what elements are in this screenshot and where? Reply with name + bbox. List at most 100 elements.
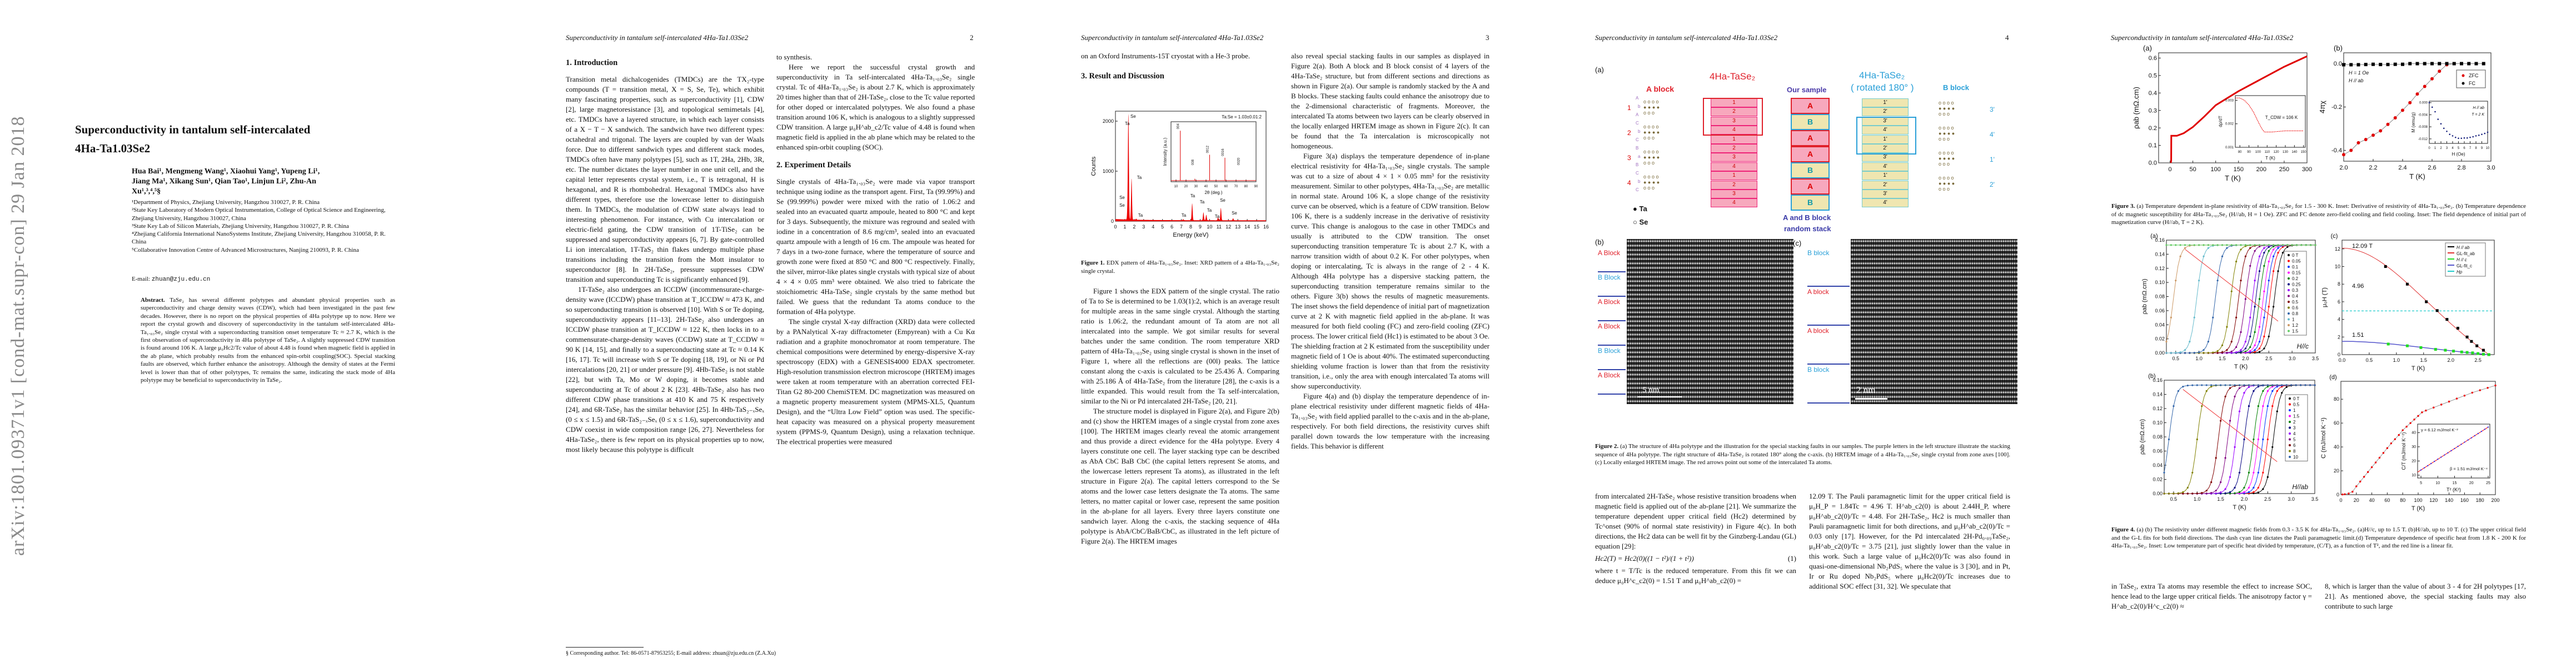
sample-block-A: A — [1791, 178, 1830, 195]
rho-point-1 — [2262, 438, 2264, 441]
rho-point-10 — [2304, 384, 2306, 386]
rho-point-3 — [2238, 471, 2241, 474]
heat-capacity-point — [2351, 490, 2354, 493]
peak-label: Ta — [1137, 175, 1142, 180]
rho-point-4 — [2224, 488, 2226, 490]
x-tick-label: 90 — [2247, 151, 2251, 154]
figure-3-caption: Figure 3. (a) Temperature dependent in-p… — [2111, 202, 2526, 227]
x-tick-label: 2.5 — [2264, 496, 2271, 502]
layer-cell-a: 3 — [1711, 190, 1757, 198]
field-direction-label: H//ab — [2292, 483, 2308, 491]
rho-point-1 — [2253, 486, 2255, 489]
rho-point-0.6 — [2203, 352, 2205, 354]
ct-point — [2450, 450, 2452, 452]
x-tick-label: 1.5 — [2217, 496, 2224, 502]
rho-point-1.5 — [2310, 244, 2312, 246]
rho-point-1.5 — [2170, 244, 2172, 246]
rho-point-10 — [2253, 384, 2255, 386]
stacking-letter: C — [1636, 121, 1639, 126]
email-link[interactable]: zhuan@zju.edu.cn — [151, 276, 211, 283]
y-tick-label: 0.001 — [2225, 146, 2234, 150]
y-tick-label: 0.5 — [2149, 73, 2157, 79]
heat-capacity-point — [2370, 466, 2373, 469]
rho-point-1 — [2179, 351, 2181, 354]
x-tick-label: 1.5 — [2219, 356, 2226, 361]
rho-point-10 — [2309, 384, 2311, 386]
data-point-FC — [2452, 62, 2456, 66]
rho-point-1.2 — [2165, 341, 2168, 343]
rho-point-0.25 — [2263, 252, 2265, 254]
rho-point-2 — [2229, 492, 2231, 495]
x-tick-label: 130 — [2283, 151, 2289, 154]
annotation: H // ab — [2473, 106, 2484, 110]
y-axis-label: M (emu/g) — [2411, 112, 2416, 132]
rho-point-1 — [2266, 405, 2269, 407]
peak-label: Ta — [1215, 214, 1220, 219]
data-point-FC — [2482, 62, 2485, 66]
page-number: 4 — [2005, 33, 2009, 42]
rho-point-1.5 — [2291, 244, 2293, 246]
hc2-ab-point — [2425, 300, 2428, 303]
x-tick-label: 40 — [1204, 185, 1208, 188]
heat-capacity-point — [2378, 456, 2381, 459]
hc2-ab-point — [2384, 265, 2387, 268]
hc2-c-point — [2482, 352, 2485, 356]
x-tick-label: 150 — [2301, 151, 2307, 154]
affiliation: ¹Department of Physics, Zhejiang Univers… — [132, 199, 320, 206]
legend-label: Hp — [2457, 270, 2463, 275]
caption-label: Figure 4. — [2111, 526, 2135, 533]
y-axis-label: ρab (mΩ.cm) — [2141, 279, 2148, 315]
rho-point-10 — [2257, 384, 2259, 386]
rho-point-10 — [2295, 384, 2297, 386]
data-point-FC — [2467, 62, 2471, 66]
heat-capacity-point — [2421, 411, 2423, 414]
paragraph: The single crystal X-ray diffraction (XR… — [776, 317, 975, 446]
y-axis-label: Counts — [1090, 156, 1097, 176]
panel-label: (b) — [2334, 44, 2343, 52]
column-right: to synthesis. Here we report the success… — [776, 52, 975, 447]
abstract-text: TaSe₂ has several different polytypes an… — [141, 297, 395, 384]
rho-point-1.5 — [2254, 244, 2256, 246]
y-tick-label: 0.12 — [2153, 406, 2163, 411]
legend-label: 0.3 — [2292, 288, 2299, 293]
atom-row: o o o o ● ● ● ● o o o — [1643, 99, 1660, 116]
x-tick-label: 140 — [2445, 497, 2453, 503]
rho-point-2 — [2257, 405, 2259, 407]
sample-block-B: B — [1791, 195, 1830, 211]
x-tick-label: 60 — [2384, 497, 2390, 503]
heat-capacity-point — [2448, 400, 2450, 403]
rho-point-10 — [2224, 384, 2226, 386]
x-tick-label: 15 — [2453, 481, 2457, 485]
x-tick-label: 16 — [1263, 224, 1269, 230]
hc2-c-annotation: 1.51 — [2352, 332, 2364, 339]
rho-point-0.05 — [2281, 246, 2284, 248]
peak-label: Ta — [1207, 208, 1212, 213]
rho-point-1 — [2184, 349, 2186, 351]
data-point-FC — [2371, 62, 2375, 66]
paragraph: 8, which is larger than the value of abo… — [2325, 582, 2526, 610]
x-tick-label: 50 — [1214, 185, 1218, 188]
x-tick-label: 20 — [2469, 481, 2474, 485]
stacking-letter: B — [1636, 146, 1639, 151]
layer-number: 3' — [1990, 106, 1995, 113]
magnetization-point — [2484, 132, 2486, 135]
rho-point-1.2 — [2179, 255, 2181, 257]
ct-point — [2420, 469, 2422, 471]
rho-point-1.5 — [2268, 244, 2270, 246]
rho-point-10 — [2173, 405, 2175, 407]
rho-point-1 — [2193, 316, 2195, 318]
equation-number: (1) — [1787, 554, 1796, 563]
rho-point-0.3 — [2235, 351, 2238, 354]
rho-point-0.8 — [2193, 352, 2195, 354]
rho-point-10 — [2234, 384, 2236, 386]
data-point-FC — [2408, 62, 2412, 66]
rho-point-0.05 — [2258, 347, 2261, 350]
rho-point-0.4 — [2235, 346, 2238, 349]
legend-marker — [2462, 82, 2465, 85]
magnetization-point — [2454, 136, 2457, 138]
layer-cell-a: 4 — [1711, 198, 1757, 208]
rho-point-0.8 — [2189, 352, 2191, 354]
magnetization-point — [2463, 137, 2465, 139]
rho-point-8 — [2210, 385, 2213, 388]
ct-point — [2454, 447, 2455, 450]
